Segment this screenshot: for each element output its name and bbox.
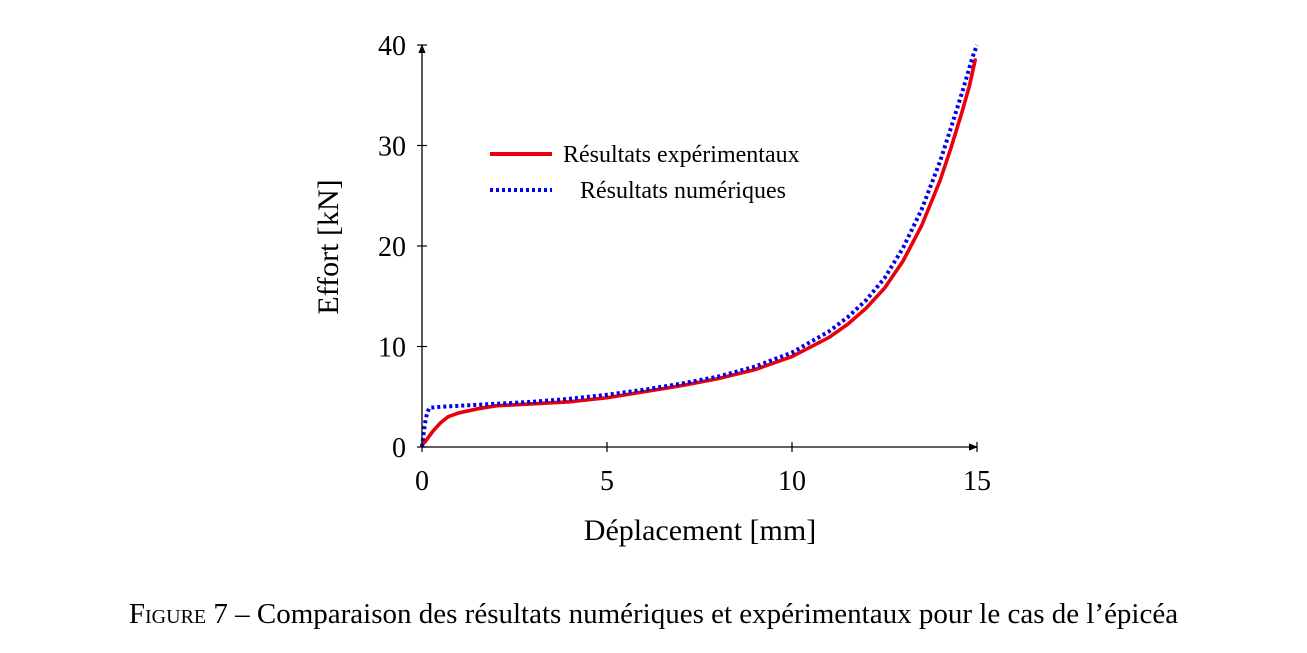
series-line-experimental: [420, 58, 977, 447]
legend: Résultats expérimentaux Résultats numéri…: [490, 142, 800, 204]
series-line-numerical: [420, 44, 979, 448]
x-axis-title: Déplacement [mm]: [584, 514, 816, 547]
ticks-layer: 0 5 10 15 0 10 20 30 40: [378, 31, 991, 497]
y-tick-label-10: 10: [378, 333, 406, 364]
y-axis-title: Effort [kN]: [312, 179, 345, 314]
y-tick-label-30: 30: [378, 132, 406, 163]
y-tick-label-0: 0: [392, 433, 406, 464]
x-tick-label-5: 5: [600, 466, 614, 497]
y-tick-label-40: 40: [378, 31, 406, 62]
legend-label-experimental: Résultats expérimentaux: [563, 142, 800, 168]
legend-label-numerical: Résultats numériques: [580, 178, 786, 204]
caption-label: Figure: [128, 598, 207, 630]
x-tick-label-15: 15: [963, 466, 991, 497]
chart: 0 5 10 15 0 10 20 30 40 Déplacement [mm] Effort …: [312, 31, 991, 547]
y-tick-label-20: 20: [378, 232, 406, 263]
caption-text: 7 – Comparaison des résultats numériques…: [206, 598, 1179, 630]
figure-caption: Figure 7 – Comparaison des résultats num…: [0, 600, 1307, 629]
x-tick-label-0: 0: [415, 466, 429, 497]
x-tick-label-10: 10: [778, 466, 806, 497]
series-layer: [420, 44, 979, 448]
